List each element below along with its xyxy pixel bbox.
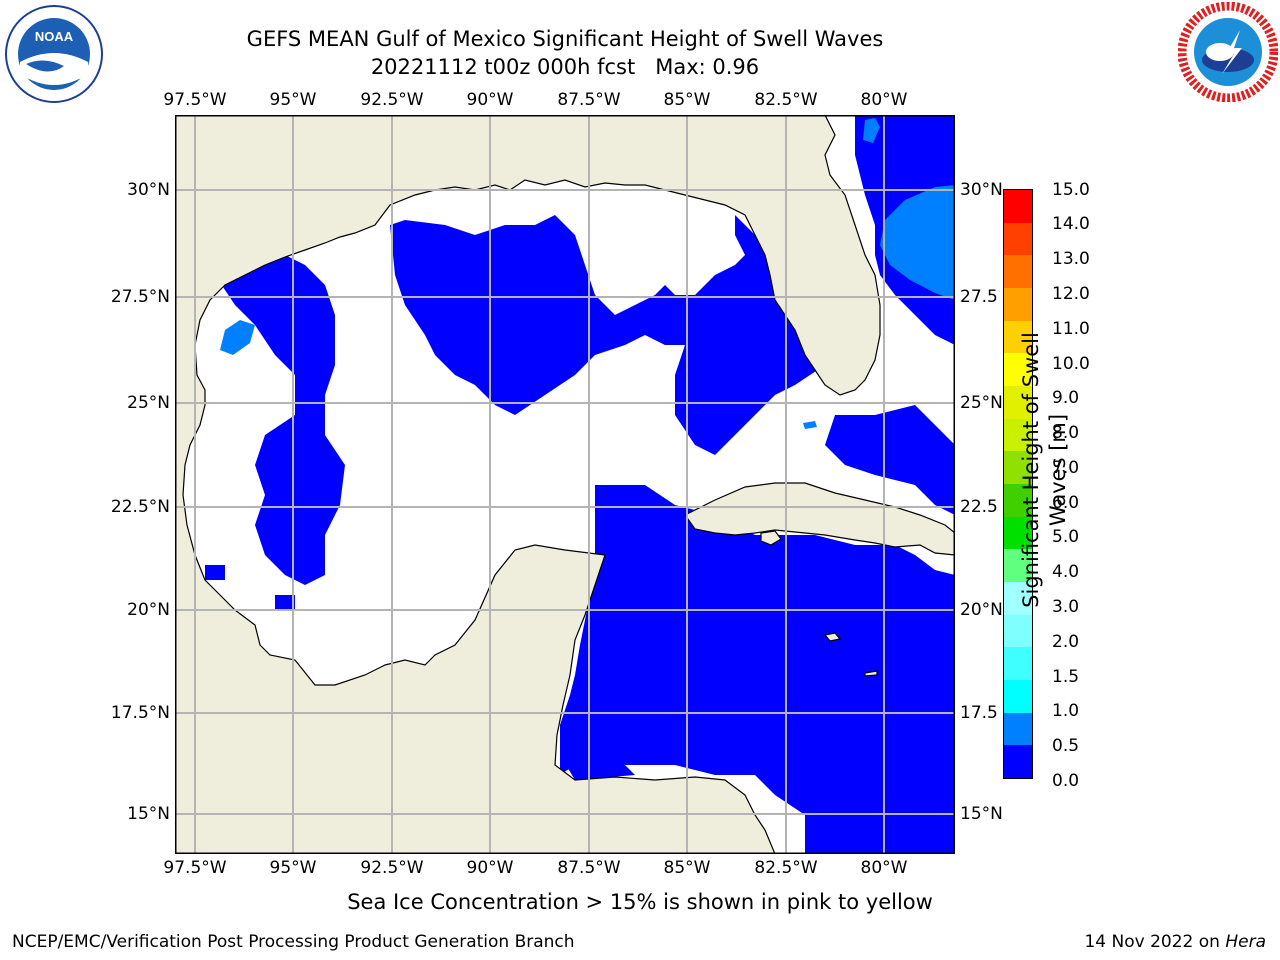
footer-host: Hera bbox=[1225, 932, 1266, 952]
lat-label-left: 22.5°N bbox=[110, 497, 170, 517]
svg-text:NOAA: NOAA bbox=[35, 29, 74, 44]
colorbar-label-line1: Significant Height of Swell bbox=[1019, 332, 1043, 608]
colorbar-tick: 15.0 bbox=[1052, 180, 1090, 200]
lat-label-left: 15°N bbox=[127, 804, 170, 824]
lon-label-top: 87.5°W bbox=[557, 90, 621, 110]
colorbar-tick: 13.0 bbox=[1052, 249, 1090, 269]
nws-logo bbox=[1177, 1, 1279, 103]
lat-label-right: 22.5 bbox=[960, 497, 998, 517]
colorbar-tick: 8.0 bbox=[1052, 423, 1080, 443]
lon-label-top: 80°W bbox=[860, 90, 908, 110]
colorbar-tick: 1.0 bbox=[1052, 701, 1080, 721]
lon-label-top: 95°W bbox=[269, 90, 317, 110]
colorbar-segment bbox=[1004, 222, 1032, 256]
land-masses bbox=[175, 115, 955, 854]
colorbar-tick: 11.0 bbox=[1052, 319, 1090, 339]
colorbar-segment bbox=[1004, 614, 1032, 648]
footer-date: 14 Nov 2022 on Hera bbox=[1084, 932, 1266, 952]
lon-label-bottom: 97.5°W bbox=[163, 858, 227, 878]
lon-label-bottom: 92.5°W bbox=[360, 858, 424, 878]
colorbar-segment bbox=[1004, 287, 1032, 321]
lat-label-left: 20°N bbox=[127, 600, 170, 620]
lon-label-bottom: 90°W bbox=[466, 858, 514, 878]
lon-label-top: 97.5°W bbox=[163, 90, 227, 110]
colorbar-tick: 12.0 bbox=[1052, 284, 1090, 304]
colorbar-tick: 3.0 bbox=[1052, 597, 1080, 617]
lat-label-right: 15°N bbox=[960, 804, 1003, 824]
colorbar-segment bbox=[1004, 647, 1032, 680]
lon-label-bottom: 80°W bbox=[860, 858, 908, 878]
lon-label-top: 85°W bbox=[663, 90, 711, 110]
colorbar-tick: 5.0 bbox=[1052, 527, 1080, 547]
colorbar-label-line2: Waves [m] bbox=[1046, 413, 1070, 527]
colorbar-segment bbox=[1004, 516, 1032, 550]
colorbar-tick: 0.5 bbox=[1052, 736, 1080, 756]
colorbar-segment bbox=[1004, 385, 1032, 419]
colorbar-tick: 2.0 bbox=[1052, 632, 1080, 652]
colorbar bbox=[1003, 189, 1033, 779]
colorbar-tick: 6.0 bbox=[1052, 493, 1080, 513]
lat-label-right: 27.5 bbox=[960, 287, 998, 307]
colorbar-tick: 4.0 bbox=[1052, 562, 1080, 582]
colorbar-segment bbox=[1004, 712, 1032, 746]
lon-label-top: 90°W bbox=[466, 90, 514, 110]
lat-label-right: 30°N bbox=[960, 180, 1003, 200]
lon-label-bottom: 87.5°W bbox=[557, 858, 621, 878]
lat-label-right: 17.5 bbox=[960, 703, 998, 723]
lon-label-top: 82.5°W bbox=[754, 90, 818, 110]
chart-subtitle: 20221112 t00z 000h fcst Max: 0.96 bbox=[370, 55, 760, 79]
colorbar-segment bbox=[1004, 255, 1032, 288]
chart-title: GEFS MEAN Gulf of Mexico Significant Hei… bbox=[246, 27, 884, 51]
colorbar-segment bbox=[1004, 451, 1032, 484]
colorbar-tick: 7.0 bbox=[1052, 458, 1080, 478]
lat-label-right: 20°N bbox=[960, 600, 1003, 620]
lat-label-left: 17.5°N bbox=[110, 703, 170, 723]
lat-label-left: 27.5°N bbox=[110, 287, 170, 307]
colorbar-tick: 1.5 bbox=[1052, 667, 1080, 687]
graticule bbox=[175, 115, 955, 854]
lat-label-right: 25°N bbox=[960, 393, 1003, 413]
colorbar-tick: 0.0 bbox=[1052, 771, 1080, 791]
lon-label-bottom: 95°W bbox=[269, 858, 317, 878]
colorbar-segment bbox=[1004, 483, 1032, 517]
colorbar-segment bbox=[1004, 353, 1032, 386]
colorbar-tick: 9.0 bbox=[1052, 388, 1080, 408]
map-panel bbox=[175, 115, 955, 854]
colorbar-segment bbox=[1004, 581, 1032, 615]
sea-ice-note: Sea Ice Concentration > 15% is shown in … bbox=[347, 890, 933, 914]
colorbar-segment bbox=[1004, 549, 1032, 582]
colorbar-tick: 10.0 bbox=[1052, 354, 1090, 374]
lon-label-bottom: 85°W bbox=[663, 858, 711, 878]
footer-branch: NCEP/EMC/Verification Post Processing Pr… bbox=[12, 932, 575, 952]
colorbar-tick: 14.0 bbox=[1052, 214, 1090, 234]
colorbar-segment bbox=[1004, 745, 1032, 778]
colorbar-segment bbox=[1004, 320, 1032, 354]
lon-label-bottom: 82.5°W bbox=[754, 858, 818, 878]
footer-date-text: 14 Nov 2022 on bbox=[1084, 932, 1226, 952]
colorbar-segment bbox=[1004, 679, 1032, 713]
lon-label-top: 92.5°W bbox=[360, 90, 424, 110]
colorbar-segment bbox=[1004, 189, 1032, 223]
swell-0-0.5m-regions bbox=[205, 115, 955, 854]
colorbar-segment bbox=[1004, 418, 1032, 452]
noaa-logo: NOAA bbox=[4, 4, 104, 104]
lat-label-left: 25°N bbox=[127, 393, 170, 413]
lat-label-left: 30°N bbox=[127, 180, 170, 200]
map-frame bbox=[175, 115, 955, 854]
colorbar-label: Significant Height of Swell bbox=[1018, 300, 1044, 640]
